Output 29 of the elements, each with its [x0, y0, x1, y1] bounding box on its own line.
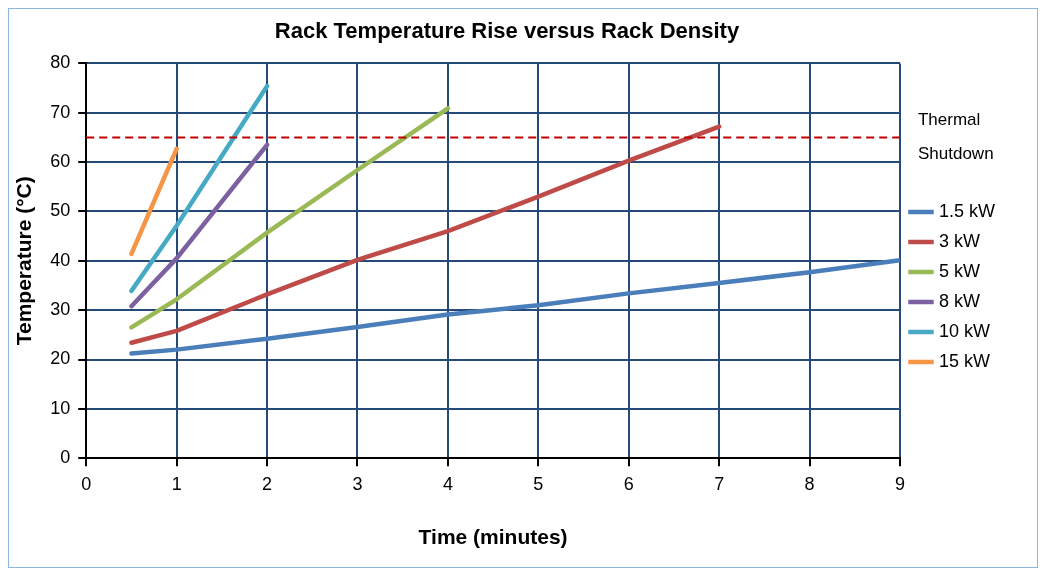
legend-label: 3 kW: [938, 230, 980, 251]
x-tick-label: 7: [714, 473, 725, 494]
legend-label: 15 kW: [938, 350, 991, 371]
legend-label: 5 kW: [938, 260, 980, 281]
x-axis-title: Time (minutes): [418, 525, 568, 549]
x-tick-label: 1: [171, 473, 182, 494]
x-tick-label: 4: [442, 473, 453, 494]
x-tick-label: 9: [894, 473, 905, 494]
y-tick-label: 40: [50, 249, 71, 270]
chart-title: Rack Temperature Rise versus Rack Density: [274, 18, 740, 44]
x-tick-label: 6: [623, 473, 634, 494]
ref-line-label: Thermal Shutdown: [917, 110, 994, 164]
x-tick-label: 0: [81, 473, 92, 494]
x-tick-label: 2: [262, 473, 273, 494]
x-tick-label: 5: [533, 473, 544, 494]
y-tick-label: 80: [50, 52, 71, 73]
y-tick-label: 30: [50, 299, 71, 320]
legend-label: 8 kW: [938, 290, 980, 311]
x-tick-label: 3: [352, 473, 363, 494]
y-tick-label: 10: [50, 397, 71, 418]
x-tick-label: 8: [804, 473, 815, 494]
legend-label: 1.5 kW: [938, 200, 996, 221]
y-tick-label: 50: [50, 200, 71, 221]
y-tick-label: 60: [50, 151, 71, 172]
y-tick-label: 20: [50, 348, 71, 369]
y-tick-label: 70: [50, 101, 71, 122]
y-tick-label: 0: [60, 447, 71, 468]
legend-label: 10 kW: [938, 320, 991, 341]
y-axis-title: Temperature (°C): [12, 176, 36, 346]
